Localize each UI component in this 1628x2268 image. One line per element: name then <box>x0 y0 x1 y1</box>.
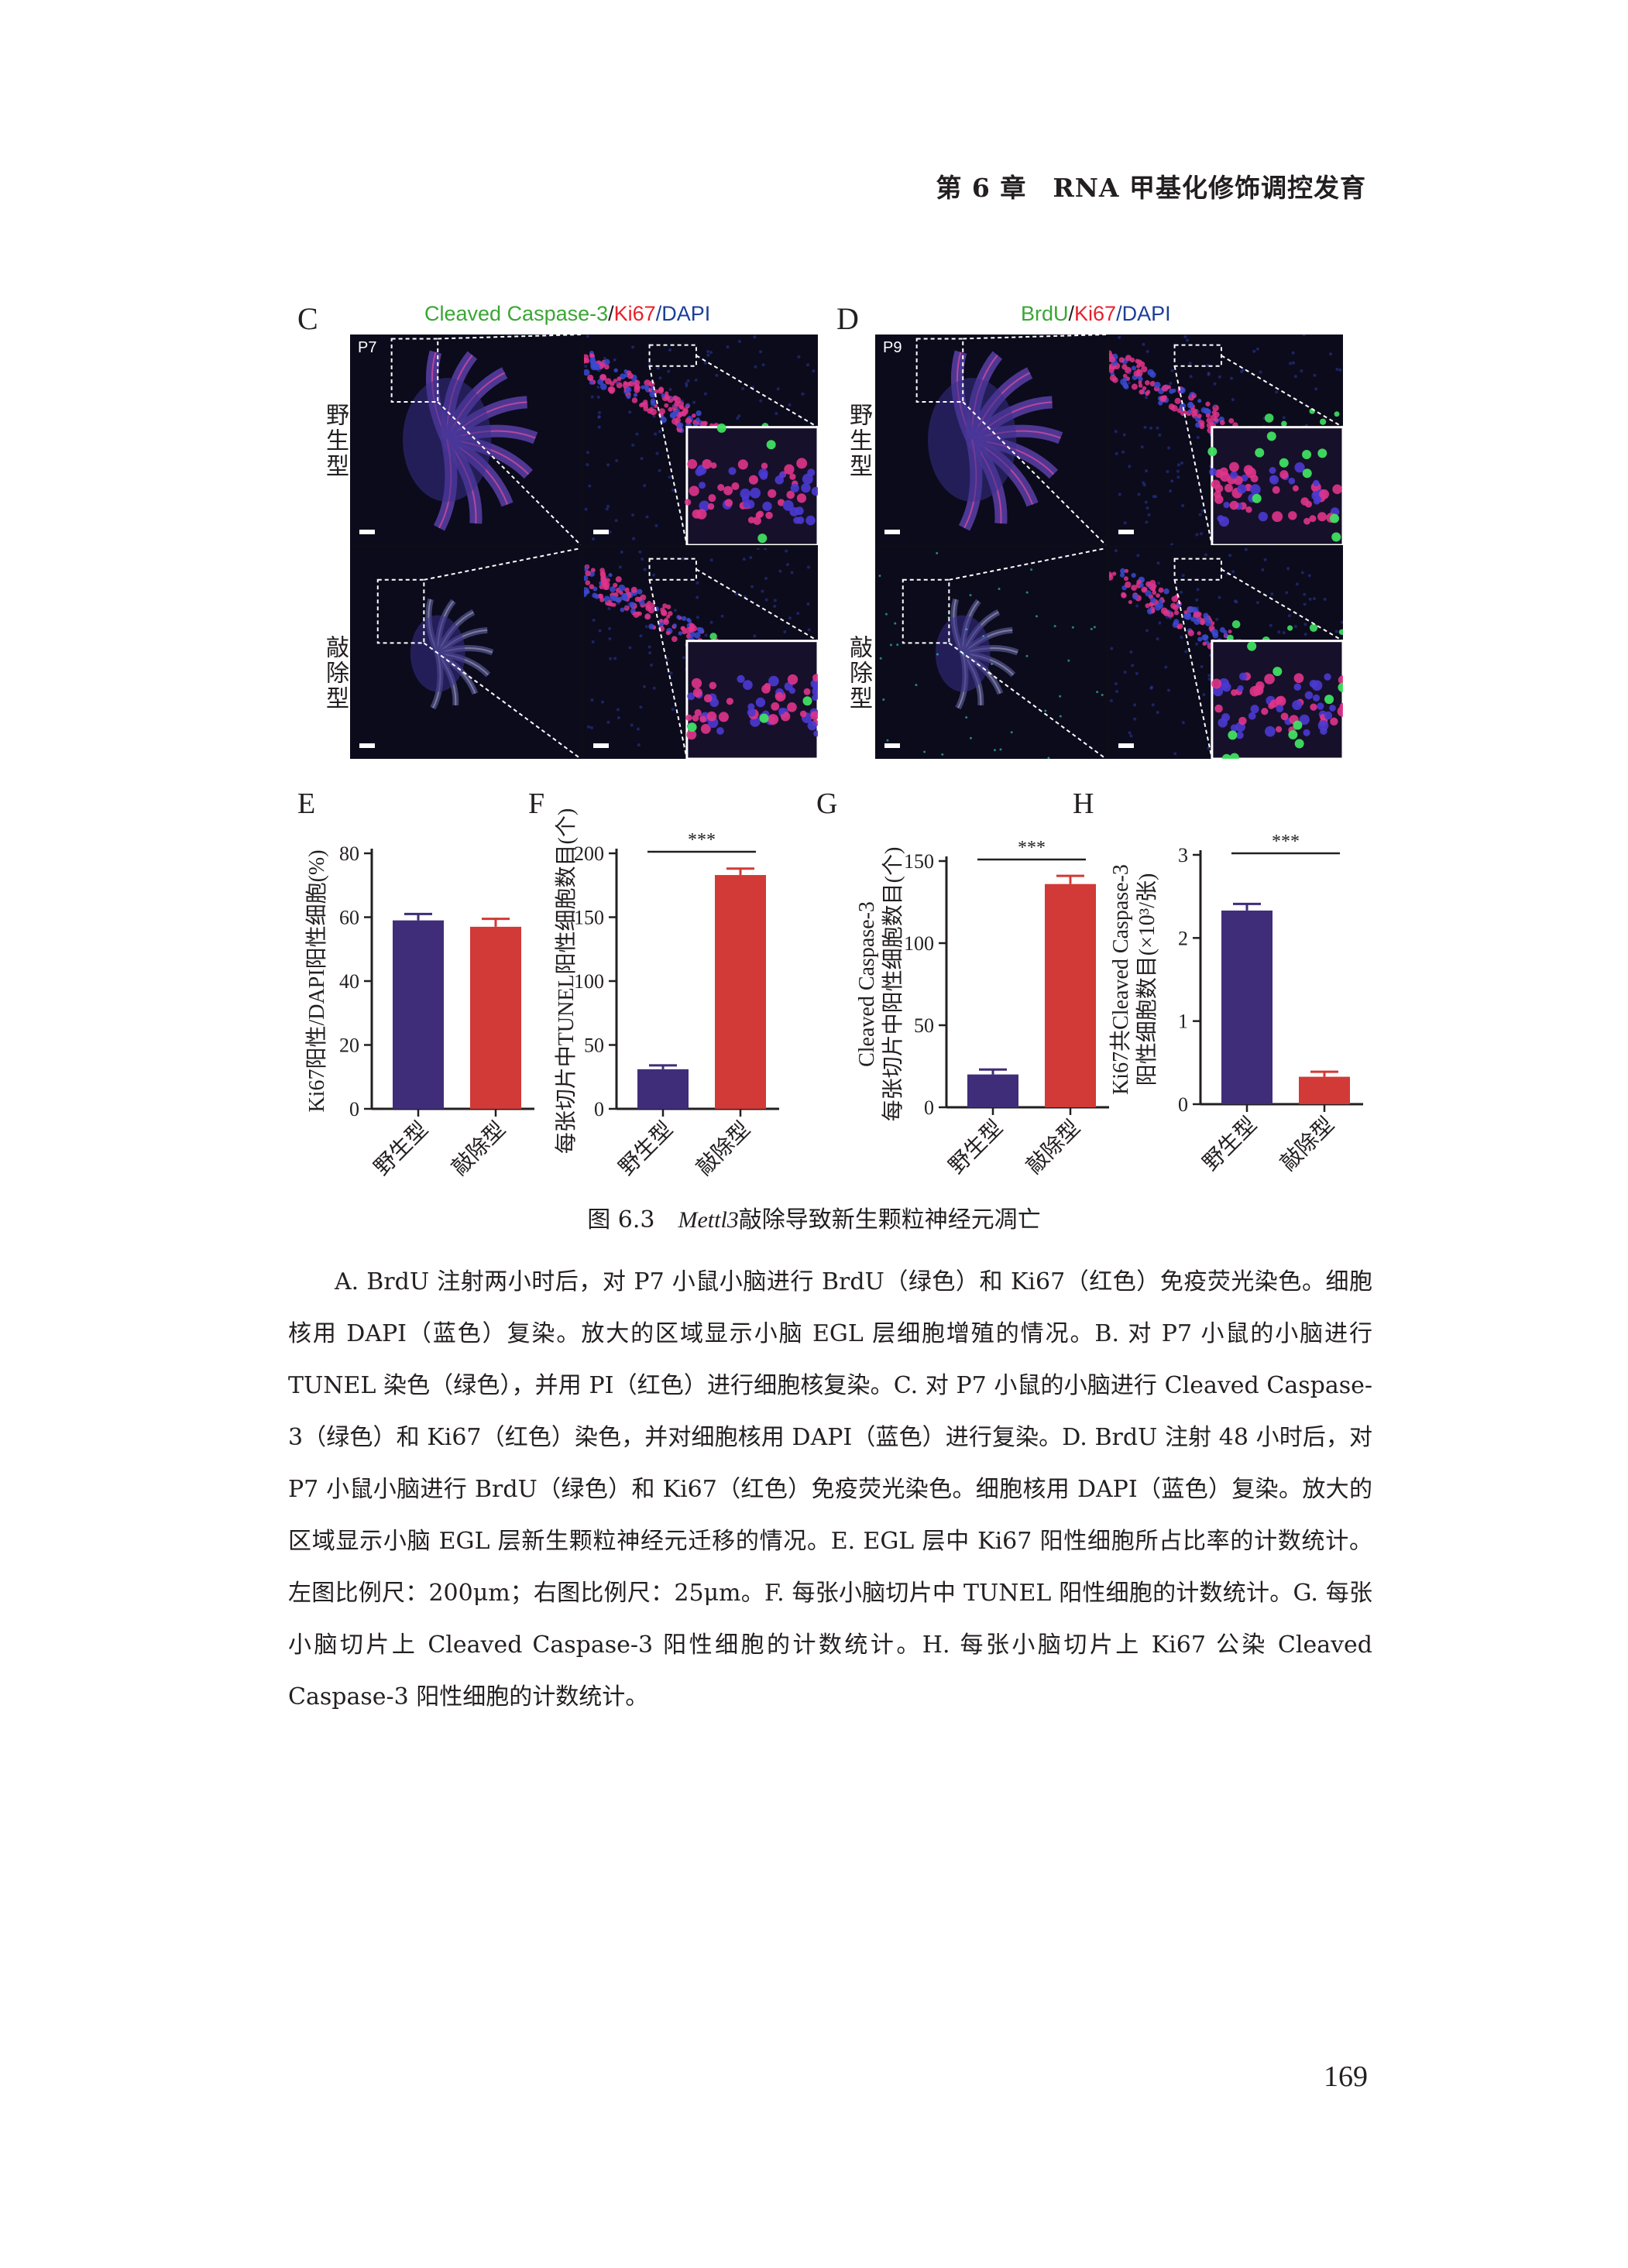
panel-d-micrograph-tile-2 <box>875 548 1106 759</box>
chart-g-category-label-0: 野生型 <box>944 1115 1008 1179</box>
chart-e-bar-1 <box>470 926 521 1109</box>
chart-e-category-label-0: 野生型 <box>369 1117 433 1180</box>
running-header: 第 6 章 RNA 甲基化修饰调控发育 <box>936 173 1366 203</box>
chart-f-category-label-1: 敲除型 <box>692 1117 755 1180</box>
panel-d-micrograph-tile-3 <box>1109 548 1343 759</box>
panel-c-title-part-3: /DAPI <box>655 302 711 325</box>
chart-e-ytick-label: 0 <box>349 1098 359 1120</box>
chart-h-significance-mark: *** <box>1272 832 1300 852</box>
chart-g-ytick-label: 0 <box>924 1096 934 1119</box>
chart-g-significance-mark: *** <box>1018 838 1046 858</box>
chart-h-category-label-0: 野生型 <box>1198 1112 1262 1175</box>
panel-c-scale-bar-1 <box>593 530 609 534</box>
panel-d-title: BrdU/Ki67/DAPI <box>1021 302 1171 326</box>
chart-e-ytick-label: 80 <box>339 842 359 865</box>
chart-g-bar-1 <box>1045 884 1096 1107</box>
chart-f: F 0 50 100 150 200 野生型 敲除型 *** 每张切片中TUNEL阳性细胞数目(个… <box>528 787 779 1180</box>
chart-g-bar-0 <box>967 1074 1018 1107</box>
panel-d-row-label-ko: 敲除型 <box>845 635 872 712</box>
panel-c-scale-bar-2 <box>359 743 375 748</box>
chart-h-y-axis-label-0: Ki67共Cleaved Caspase-3 <box>1108 864 1133 1095</box>
chart-f-category-label-0: 野生型 <box>614 1117 678 1180</box>
panel-d-scale-bar-1 <box>1118 530 1134 534</box>
chart-e-category-label-1: 敲除型 <box>447 1117 510 1180</box>
chart-h: H 0 1 2 3 野生型 敲除型 *** Ki67共Cleaved Caspase-3 阳性细胞… <box>1073 787 1363 1175</box>
chart-e-y-axis-label-0: Ki67阳性/DAPI阳性细胞(%) <box>304 849 329 1112</box>
body-text: A. BrdU 注射两小时后，对 P7 小鼠小脑进行 BrdU（绿色）和 Ki6… <box>288 1256 1372 1723</box>
chart-g: G 0 50 100 150 野生型 敲除型 *** Cleaved Caspase-3 每张切片… <box>816 787 1109 1179</box>
chart-e-bar-0 <box>393 920 444 1109</box>
panel-c-micrograph-tile-3 <box>584 548 818 759</box>
panel-d-micrograph-tile-1 <box>1109 335 1343 545</box>
chart-g-ytick-label: 50 <box>914 1014 934 1037</box>
chart-h-y-axis-label-1: 阳性细胞数目(×10³/张) <box>1135 873 1159 1086</box>
chart-f-ytick-label: 0 <box>594 1098 604 1120</box>
panel-letter-c: C <box>297 301 318 336</box>
panel-c-micrograph-tile-0 <box>350 335 581 545</box>
chart-f-ytick-label: 200 <box>574 842 604 865</box>
chart-e: E 0 20 40 60 80 野生型 敲除型 Ki67阳性/DAPI阳性细胞(%) <box>297 787 534 1180</box>
body-paragraph: A. BrdU 注射两小时后，对 P7 小鼠小脑进行 BrdU（绿色）和 Ki6… <box>288 1268 1372 1710</box>
panel-d-micrograph-grid: P9 <box>875 335 1343 759</box>
panel-d-row-label-wt: 野生型 <box>845 403 872 479</box>
figure-caption: 图 6.3 Mettl3敲除导致新生颗粒神经元凋亡 <box>0 1200 1628 1234</box>
chart-g-panel-letter: G <box>816 787 837 820</box>
panel-c-micrograph-tile-2 <box>350 548 581 759</box>
panel-c-micrograph-grid: P7 <box>350 335 818 759</box>
panel-c-scale-bar-0 <box>359 530 375 534</box>
chart-h-panel-letter: H <box>1073 787 1094 820</box>
chart-g-ytick-label: 100 <box>904 932 934 955</box>
panel-c-row-label-wt: 野生型 <box>321 403 349 479</box>
panel-d-age-label: P9 <box>883 339 902 356</box>
chart-g-y-axis-label-0: Cleaved Caspase-3 <box>855 901 879 1067</box>
chart-e-panel-letter: E <box>297 787 315 820</box>
chart-h-ytick-label: 0 <box>1178 1093 1188 1116</box>
panel-d-title-part-2: Ki67 <box>1074 302 1117 325</box>
chart-e-ytick-label: 60 <box>339 907 359 929</box>
page-number: 169 <box>1324 2060 1368 2093</box>
panel-c-age-label: P7 <box>358 339 377 356</box>
chart-f-ytick-label: 150 <box>574 907 604 929</box>
chart-h-ytick-label: 2 <box>1178 927 1188 949</box>
chart-f-ytick-label: 50 <box>584 1034 604 1057</box>
panel-d-scale-bar-0 <box>884 530 900 534</box>
chart-g-category-label-1: 敲除型 <box>1022 1115 1085 1179</box>
panel-c-row-label-ko: 敲除型 <box>321 635 349 712</box>
panel-c-scale-bar-3 <box>593 743 609 748</box>
chart-h-category-label-1: 敲除型 <box>1276 1112 1339 1175</box>
chart-f-panel-letter: F <box>528 787 544 820</box>
panel-d-scale-bar-2 <box>884 743 900 748</box>
chart-f-significance-mark: *** <box>688 830 716 850</box>
panel-d-title-part-1: / <box>1068 302 1075 325</box>
chart-e-ytick-label: 40 <box>339 970 359 993</box>
chart-h-ytick-label: 3 <box>1178 844 1188 866</box>
chart-f-bar-1 <box>715 875 766 1109</box>
chart-g-ytick-label: 150 <box>904 850 934 873</box>
panel-d-title-part-3: /DAPI <box>1116 302 1171 325</box>
chart-h-bar-1 <box>1299 1076 1350 1104</box>
panel-c-micrograph-tile-1 <box>584 335 818 545</box>
caption-text: 敲除导致新生颗粒神经元凋亡 <box>738 1206 1041 1234</box>
panel-c-title-part-0: Cleaved Caspase-3 <box>424 302 609 325</box>
panel-letter-d: D <box>836 301 859 336</box>
panel-d-scale-bar-3 <box>1118 743 1134 748</box>
chart-g-y-axis-label-1: 每张切片中阳性细胞数目(个) <box>881 847 905 1122</box>
panel-c-title: Cleaved Caspase-3/Ki67/DAPI <box>424 302 710 326</box>
chart-h-ytick-label: 1 <box>1178 1010 1188 1033</box>
panel-c-title-part-2: Ki67 <box>613 302 656 325</box>
caption-gene: Mettl3 <box>678 1207 739 1233</box>
chart-e-ytick-label: 20 <box>339 1034 359 1057</box>
panel-d-micrograph-tile-0 <box>875 335 1106 545</box>
chart-f-y-axis-label-0: 每张切片中TUNEL阳性细胞数目(个) <box>554 808 579 1154</box>
caption-label: 图 6.3 <box>587 1206 655 1234</box>
chart-f-bar-0 <box>637 1069 689 1109</box>
chart-f-ytick-label: 100 <box>574 970 604 993</box>
panel-c-title-part-1: / <box>608 302 614 325</box>
panel-d-title-part-0: BrdU <box>1021 302 1069 325</box>
chart-h-bar-0 <box>1221 910 1273 1104</box>
